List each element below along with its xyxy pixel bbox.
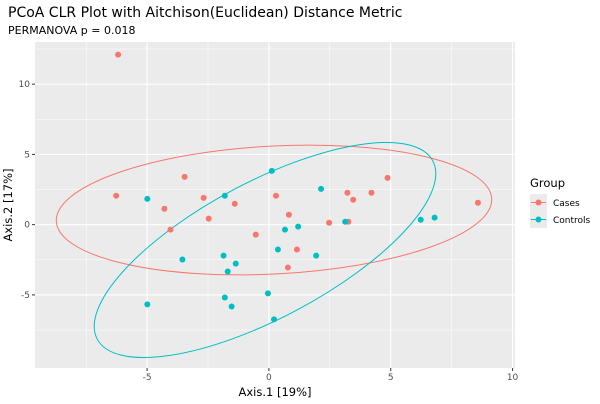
- point-cases: [205, 215, 212, 222]
- legend-title: Group: [530, 176, 565, 190]
- point-cases: [293, 246, 300, 253]
- point-cases: [384, 174, 391, 181]
- point-controls: [221, 294, 228, 301]
- x-tick-label: -5: [143, 373, 152, 383]
- x-tick-label: 10: [507, 373, 519, 383]
- point-controls: [179, 256, 186, 263]
- legend-label-cases: Cases: [553, 199, 580, 209]
- point-cases: [474, 199, 481, 206]
- point-cases: [113, 192, 120, 199]
- chart-subtitle: PERMANOVA p = 0.018: [8, 24, 135, 37]
- point-controls: [264, 290, 271, 297]
- y-tick-label: 0: [24, 221, 30, 231]
- point-controls: [228, 303, 235, 310]
- point-cases: [344, 189, 351, 196]
- point-cases: [200, 194, 207, 201]
- y-tick-label: 5: [24, 150, 30, 160]
- legend: Group Cases Controls: [530, 176, 591, 228]
- point-cases: [368, 189, 375, 196]
- point-cases: [181, 173, 188, 180]
- point-cases: [284, 264, 291, 271]
- point-cases: [161, 205, 168, 212]
- point-controls: [220, 252, 227, 259]
- legend-marker-controls: [535, 216, 542, 223]
- point-controls: [313, 252, 320, 259]
- point-cases: [252, 231, 259, 238]
- point-controls: [232, 260, 239, 267]
- point-controls: [144, 301, 151, 308]
- point-controls: [224, 268, 231, 275]
- x-tick-label: 5: [388, 373, 394, 383]
- point-controls: [274, 246, 281, 253]
- point-controls: [144, 195, 151, 202]
- point-controls: [431, 214, 438, 221]
- point-cases: [326, 219, 333, 226]
- plot-panel: [35, 42, 515, 368]
- point-cases: [285, 211, 292, 218]
- point-cases: [115, 51, 122, 58]
- ellipse-controls: [93, 141, 437, 359]
- y-tick-label: 10: [19, 80, 31, 90]
- point-controls: [271, 316, 278, 323]
- ellipse-cases: [55, 144, 493, 276]
- legend-marker-cases: [535, 199, 542, 206]
- chart-title: PCoA CLR Plot with Aitchison(Euclidean) …: [8, 5, 402, 21]
- point-cases: [167, 226, 174, 233]
- x-tick-label: 0: [266, 373, 272, 383]
- point-cases: [272, 192, 279, 199]
- y-tick-label: -5: [21, 291, 30, 301]
- point-controls: [417, 216, 424, 223]
- x-axis-label: Axis.1 [19%]: [238, 385, 311, 399]
- point-cases: [350, 196, 357, 203]
- y-axis-label: Axis.2 [17%]: [1, 168, 15, 241]
- point-controls: [221, 192, 228, 199]
- point-controls: [281, 226, 288, 233]
- legend-label-controls: Controls: [553, 216, 591, 226]
- point-controls: [342, 218, 349, 225]
- point-controls: [295, 223, 302, 230]
- point-controls: [268, 167, 275, 174]
- point-cases: [231, 200, 238, 207]
- point-controls: [318, 185, 325, 192]
